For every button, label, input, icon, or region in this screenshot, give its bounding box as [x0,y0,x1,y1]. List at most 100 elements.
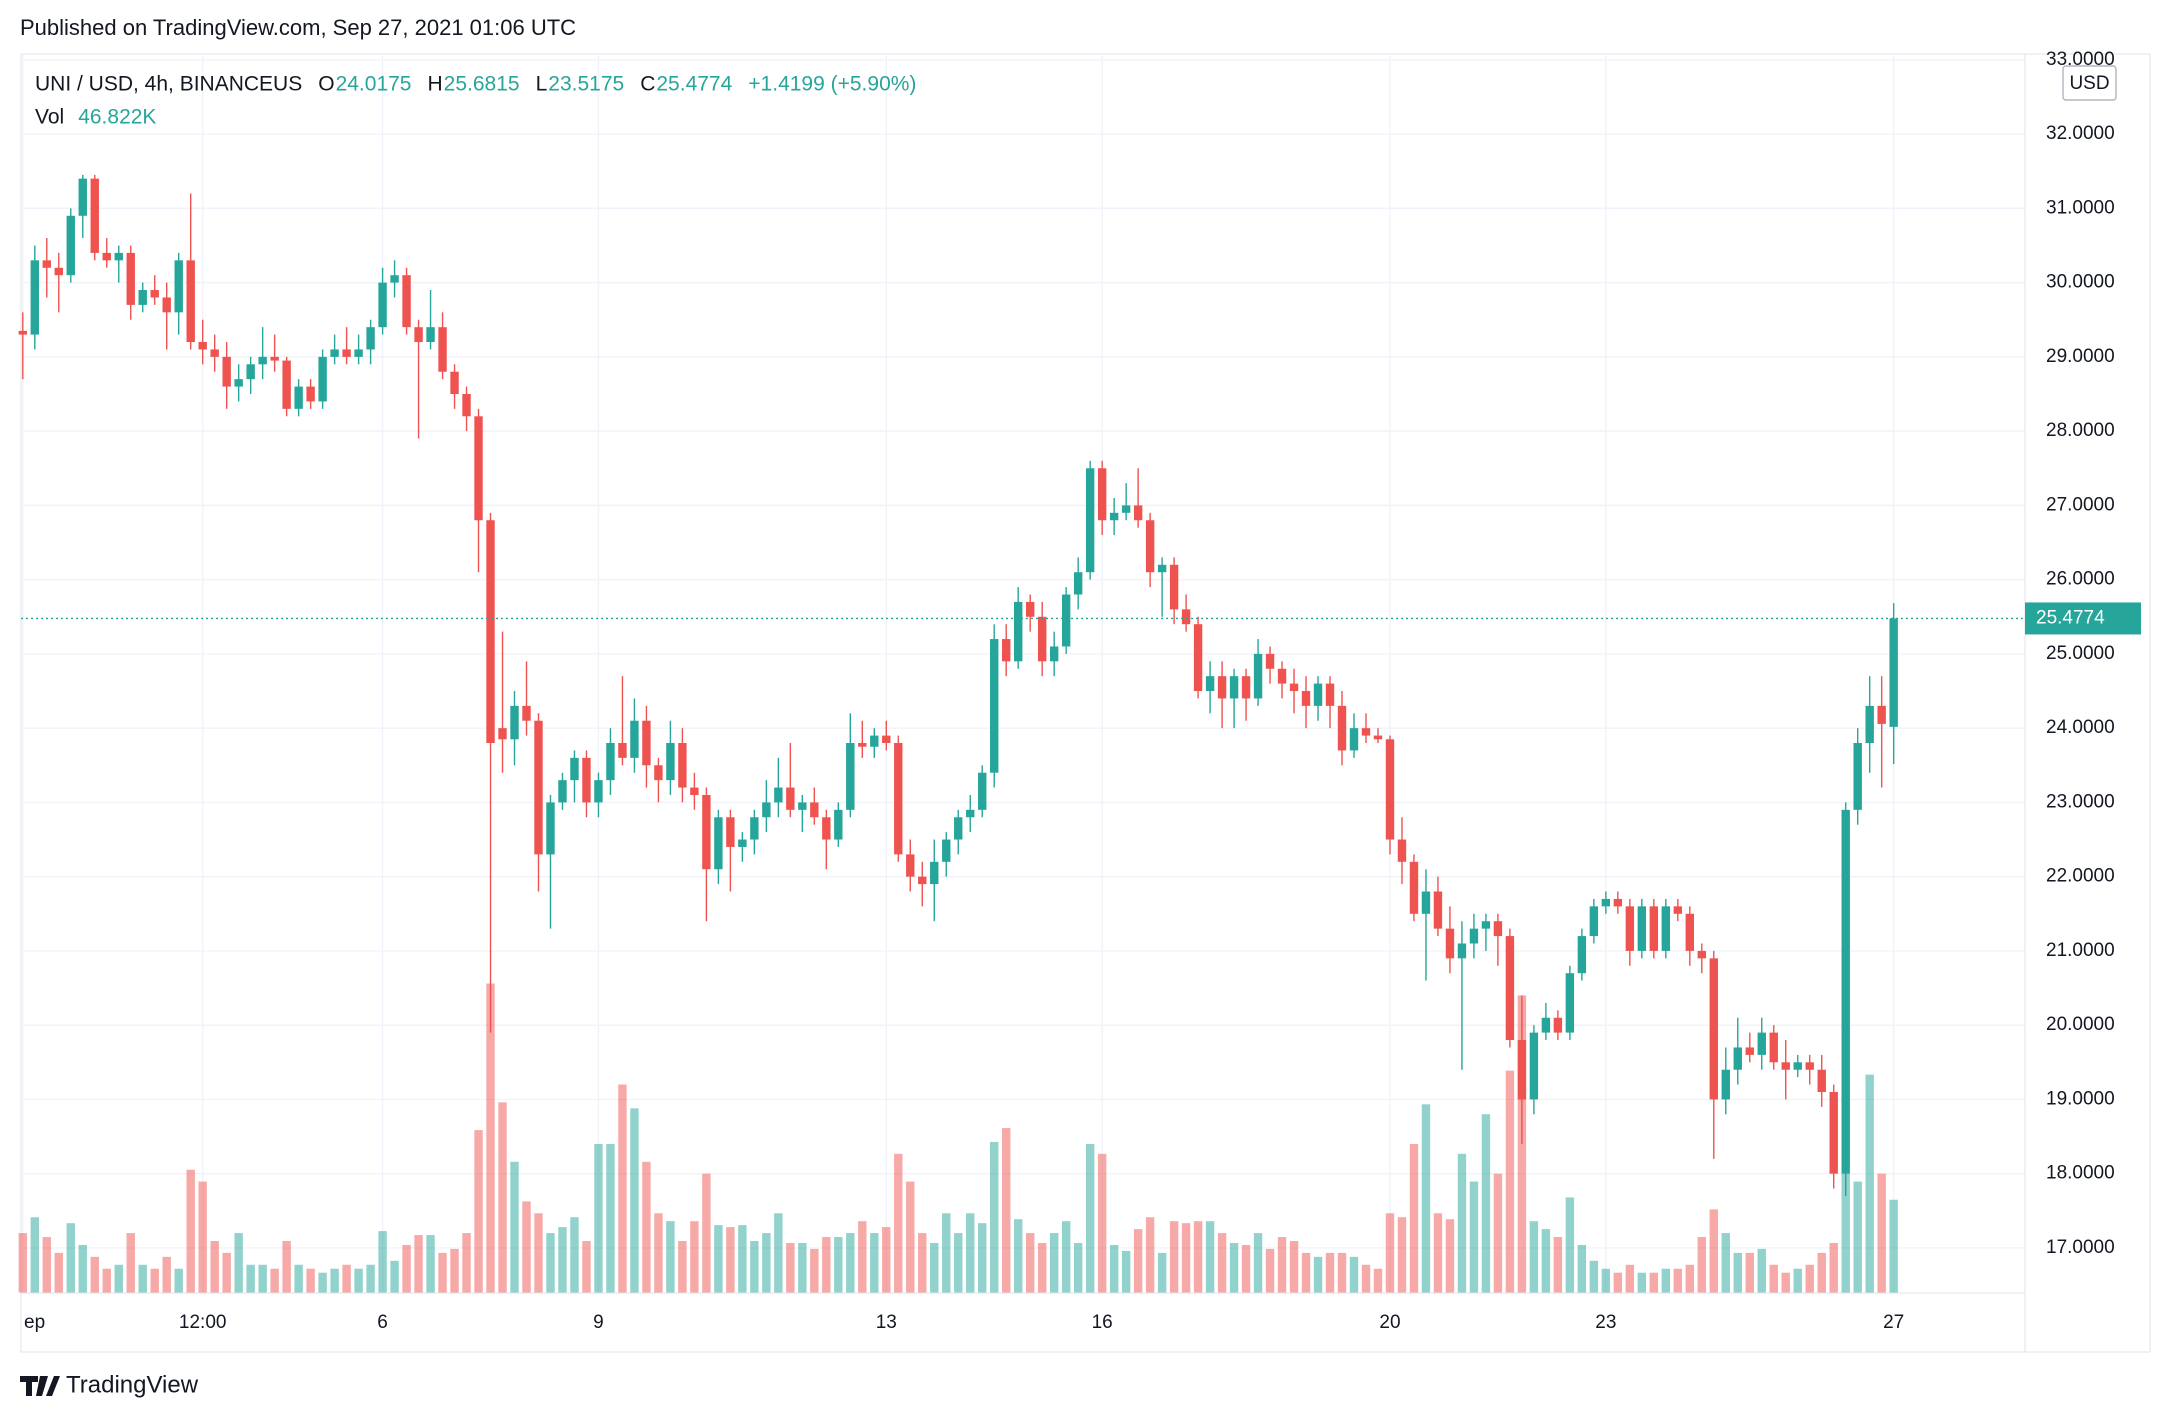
candle-body [270,356,279,361]
volume-bar [1877,1173,1886,1293]
candle-body [78,178,87,216]
volume-bar [1637,1272,1647,1293]
volume-bar [798,1242,807,1293]
candle-body [474,416,483,521]
volume-bar [822,1237,831,1293]
candle-body [786,787,795,810]
brand-name: TradingView [66,1371,199,1398]
volume-bar [654,1213,663,1293]
candle-body [1085,468,1095,573]
volume-bar [1469,1181,1479,1293]
volume-bar [1025,1233,1035,1293]
candle-body [1889,618,1898,727]
volume-bar [762,1233,771,1293]
candle-body [354,349,363,357]
candle-body [642,720,651,766]
candle-body [1049,646,1059,662]
x-tick-label: 23 [1595,1312,1616,1333]
candle-body [438,327,447,372]
x-tick-label: 27 [1883,1312,1904,1333]
volume-bar [642,1161,651,1293]
volume-bar [858,1221,867,1293]
volume-bar [1037,1242,1047,1293]
volume-bar [1277,1237,1287,1293]
candle-body [846,743,855,810]
candle-body [1481,921,1491,929]
candle-body [294,386,303,409]
volume-bar [174,1268,183,1293]
candle-body [1433,891,1443,929]
volume-bar [1625,1264,1635,1293]
volume-bar [594,1143,603,1293]
legend-volume-value: 46.822K [78,106,156,129]
candle-body [1445,928,1455,959]
candle-body [66,215,75,276]
volume-bar [1553,1237,1563,1293]
volume-pane [18,983,1898,1293]
candle-body [534,720,543,855]
volume-bar [1145,1217,1155,1293]
volume-bar [186,1169,195,1293]
volume-bar [582,1241,591,1293]
volume-bar [486,983,495,1293]
volume-bar [1577,1244,1587,1293]
legend-ohlc-value: 25.4774 [656,73,732,96]
candle-body [714,817,723,870]
volume-bar [1217,1233,1227,1293]
y-tick-label: 20.0000 [2046,1014,2115,1035]
volume-bar [666,1221,675,1293]
x-tick-label: 12:00 [179,1312,227,1333]
candle-body [426,327,435,343]
volume-bar [810,1248,819,1293]
volume-bar [1565,1197,1575,1293]
volume-bar [1349,1256,1359,1293]
volume-bar [330,1268,339,1293]
x-tick-label: 16 [1092,1312,1113,1333]
volume-bar [1241,1244,1251,1293]
candle-body [258,356,267,365]
candle-body [1697,950,1706,959]
candle-body [1793,1062,1802,1070]
candle-body [618,743,627,758]
volume-bar [1265,1248,1275,1293]
volume-bar [318,1272,327,1293]
y-tick-label: 21.0000 [2046,940,2115,961]
candle-body [1637,906,1647,951]
volume-bar [414,1235,423,1293]
legend-ohlc-letter: L [536,73,548,96]
candle-body [1841,809,1850,1174]
candle-body [18,330,27,335]
volume-bar [1853,1181,1862,1293]
candle-body [1721,1069,1730,1100]
volume-bar [1061,1221,1071,1293]
volume-bar [66,1223,75,1293]
volume-bar [390,1260,399,1293]
volume-bar [126,1233,135,1293]
y-tick-label: 18.0000 [2046,1163,2115,1184]
volume-bar [1385,1213,1395,1293]
candle-body [1757,1032,1766,1055]
candle-body [690,787,699,795]
candle-body [1493,921,1503,937]
candle-body [894,743,903,855]
volume-bar [1697,1237,1706,1293]
candle-body [1373,735,1383,740]
candle-body [1421,891,1431,914]
candle-body [1325,683,1335,706]
volume-bar [942,1213,951,1293]
volume-bar [1325,1252,1335,1293]
candle-body [798,802,807,810]
candle-body [774,787,783,803]
candle-body [630,720,639,758]
candle-body [30,260,39,335]
candle-body [810,802,819,818]
volume-bar [1841,1173,1850,1293]
volume-bar [738,1225,747,1293]
volume-bar [366,1264,375,1293]
candle-body [1061,594,1071,647]
candle-body [174,260,183,313]
candle-body [510,705,519,740]
volume-bar [1541,1229,1551,1293]
volume-bar [102,1268,111,1293]
